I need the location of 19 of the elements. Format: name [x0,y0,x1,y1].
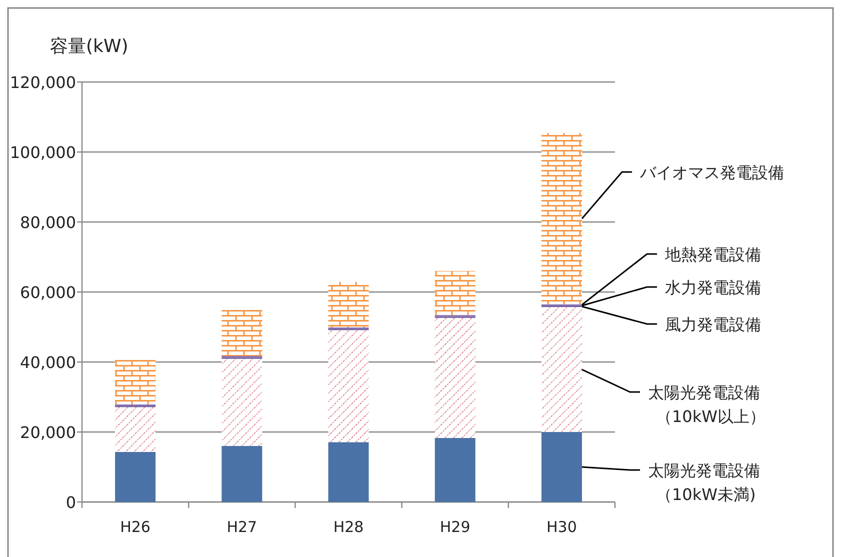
x-tick-label: H26 [120,518,150,536]
text: 地熱発電設備 [664,245,761,264]
y-tick-label: 100,000 [10,143,76,162]
y-tick-label: 20,000 [20,423,76,442]
x-tick-label: H30 [546,518,577,536]
text: 太陽光発電設備（10kW未満) [648,461,760,504]
text: バイオマス発電設備 [639,163,784,182]
y-axis-title: 容量(kW) [50,36,128,57]
x-tick-label: H29 [440,518,470,536]
text: 水力発電設備 [665,278,761,297]
y-tick-label: 40,000 [20,353,76,372]
y-tick-label: 80,000 [20,213,76,232]
x-tick-label: H28 [333,518,364,536]
y-tick-label: 0 [66,493,76,512]
text: 太陽光発電設備（10kW以上） [648,383,766,426]
y-tick-label: 120,000 [10,73,76,92]
text: 風力発電設備 [665,315,761,334]
x-tick-label: H27 [226,518,258,536]
y-tick-label: 60,000 [20,283,76,302]
